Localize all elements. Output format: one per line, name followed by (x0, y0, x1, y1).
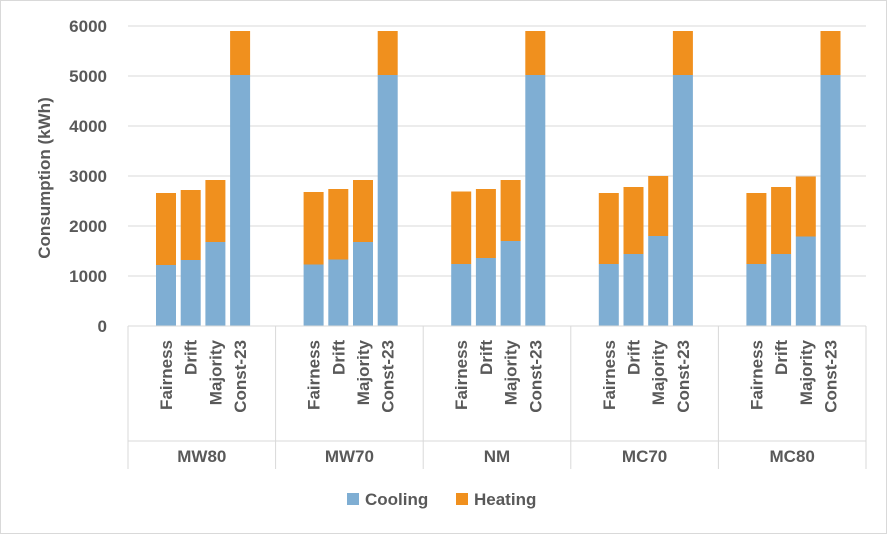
bar-cooling (156, 265, 176, 326)
bar-heating (500, 180, 521, 241)
gridlines (128, 25, 866, 277)
bar-cooling (475, 258, 496, 326)
bar-cooling (303, 264, 324, 326)
category-label: Majority (206, 339, 225, 405)
category-label: Drift (772, 340, 791, 375)
group-label: NM (484, 447, 510, 466)
bar-cooling (500, 241, 521, 326)
bar-cooling (230, 75, 251, 326)
category-label: Const-23 (379, 340, 398, 413)
category-axis: Fairness Drift Majority Const-23 MW80 Fairnes… (127, 325, 867, 469)
category-label: Fairness (747, 340, 766, 410)
y-tick-label: 0 (98, 317, 107, 336)
bar-cooling (451, 264, 472, 326)
bar-heating (180, 190, 201, 260)
y-tick-label: 5000 (69, 67, 107, 86)
bar-cooling (795, 236, 816, 326)
bar-cooling (820, 75, 841, 326)
bar-heating (598, 193, 619, 264)
y-axis-ticks: 0 1000 2000 3000 4000 5000 6000 (69, 17, 107, 336)
legend-swatch-heating (456, 493, 468, 505)
category-label: Majority (797, 339, 816, 405)
category-label: Const-23 (674, 340, 693, 413)
bar-heating (525, 31, 546, 75)
bar-cooling (746, 264, 767, 326)
bar-cooling (377, 75, 398, 326)
y-tick-label: 6000 (69, 17, 107, 36)
y-tick-label: 4000 (69, 117, 107, 136)
bar-heating (820, 31, 841, 75)
group-label: MC80 (770, 447, 815, 466)
bar-cooling (180, 260, 201, 326)
category-label: Drift (625, 340, 644, 375)
group-label: MW80 (177, 447, 226, 466)
bar-heating (746, 193, 767, 264)
category-label: Majority (502, 339, 521, 405)
bar-heating (672, 31, 693, 75)
bar-heating (353, 180, 373, 242)
legend-label-cooling: Cooling (365, 490, 428, 509)
category-label: Drift (477, 340, 496, 375)
bar-heating (623, 187, 644, 254)
category-label: Majority (354, 339, 373, 405)
bar-cooling (205, 242, 226, 326)
bar-heating (230, 31, 251, 75)
category-label: Const-23 (822, 340, 841, 413)
y-tick-label: 1000 (69, 267, 107, 286)
category-label: Fairness (157, 340, 176, 410)
bar-cooling (623, 254, 644, 326)
bar-heating (328, 189, 349, 260)
category-label: Fairness (452, 340, 471, 410)
bars (156, 31, 841, 326)
category-label: Const-23 (526, 340, 545, 413)
y-tick-label: 3000 (69, 167, 107, 186)
group-label: MC70 (622, 447, 667, 466)
bar-heating (648, 176, 669, 236)
bar-heating (156, 193, 176, 265)
category-label: Majority (649, 339, 668, 405)
bar-cooling (598, 264, 619, 326)
bar-heating (771, 187, 792, 254)
group-label: MW70 (325, 447, 374, 466)
bar-heating (303, 192, 324, 265)
y-axis-label: Consumption (kWh) (35, 97, 54, 258)
bar-cooling (648, 236, 669, 326)
bar-heating (451, 191, 472, 264)
bar-heating (475, 189, 496, 258)
category-label: Fairness (305, 340, 324, 410)
category-label: Drift (329, 340, 348, 375)
category-label: Fairness (600, 340, 619, 410)
bar-cooling (328, 259, 349, 326)
bar-cooling (525, 75, 546, 326)
bar-cooling (672, 75, 693, 326)
legend-label-heating: Heating (474, 490, 536, 509)
legend: Cooling Heating (347, 490, 536, 509)
category-label: Const-23 (231, 340, 250, 413)
y-tick-label: 2000 (69, 217, 107, 236)
bar-heating (795, 176, 816, 237)
bar-heating (205, 180, 226, 242)
bar-heating (377, 31, 398, 75)
bar-cooling (353, 242, 373, 326)
legend-swatch-cooling (347, 493, 359, 505)
bar-cooling (771, 254, 792, 326)
category-label: Drift (182, 340, 201, 375)
